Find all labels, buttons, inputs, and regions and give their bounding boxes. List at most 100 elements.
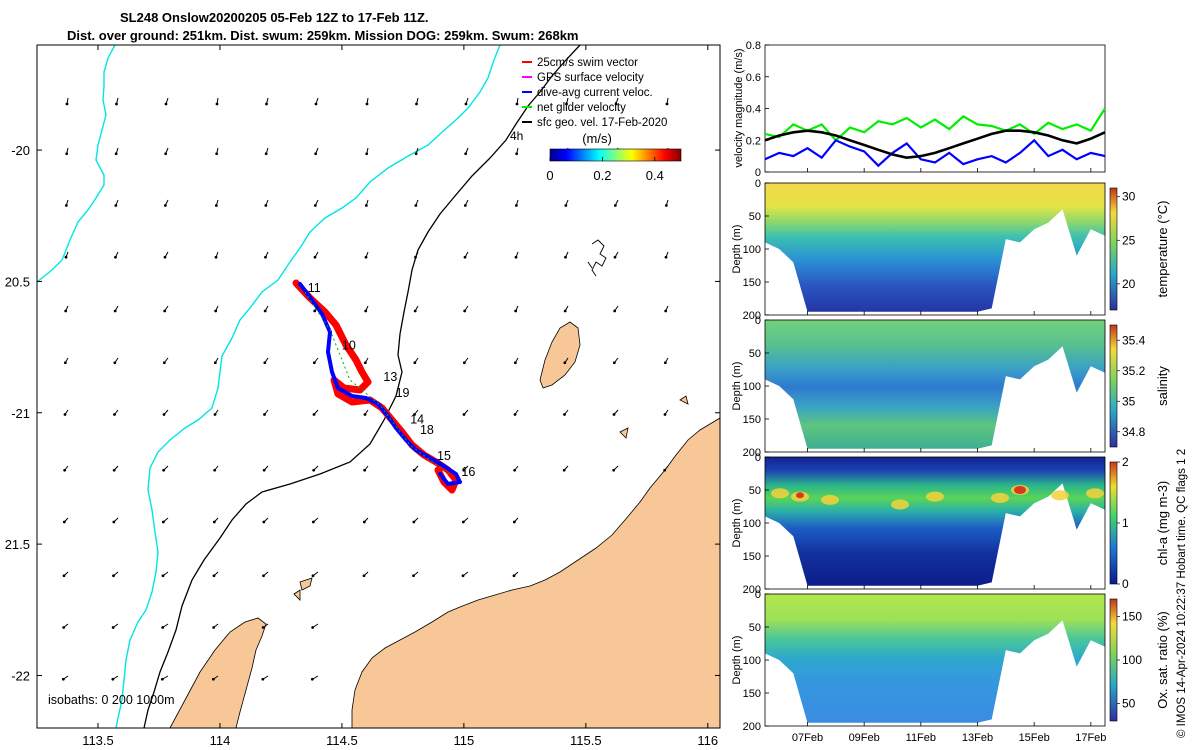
velocity-arrow-head	[261, 677, 265, 681]
velocity-arrow-head	[313, 309, 317, 313]
velocity-arrow-head	[162, 468, 166, 472]
velocity-arrow-head	[113, 413, 116, 416]
velocity-arrow-head	[563, 413, 566, 416]
section-y-tick-label: 100	[743, 244, 761, 256]
section-colorbar-tick-label: 35.2	[1122, 364, 1146, 378]
speed-colorbar	[549, 148, 682, 162]
velocity-ylabel: velocity magnitude (m/s)	[733, 48, 745, 167]
velocity-y-tick-label: 0.6	[746, 72, 761, 84]
velocity-y-ticks: 0 0.2 0.4 0.6 0.8	[746, 40, 1092, 179]
side-caption: © IMOS 14-Apr-2024 10:22:37 Hobart time.…	[1176, 449, 1188, 738]
land-barrow-island	[539, 321, 581, 389]
velocity-arrow-head	[413, 309, 417, 313]
velocity-arrow-head	[163, 255, 167, 259]
section-colorbar	[1109, 598, 1118, 722]
velocity-arrow-head	[665, 102, 669, 106]
velocity-arrow-head	[62, 520, 66, 524]
section-colorbar-tick-label: 25	[1122, 233, 1136, 247]
velocity-arrow-head	[413, 413, 416, 416]
map-x-tick-label: 114	[210, 733, 231, 748]
velocity-arrow-head	[164, 102, 168, 106]
map-x-tick-label: 115	[454, 733, 475, 748]
velocity-arrow-head	[613, 255, 617, 259]
velocity-arrow-head	[212, 520, 216, 524]
velocity-arrow-head	[461, 574, 465, 578]
velocity-arrow-head	[463, 255, 467, 259]
velocity-arrow-head	[114, 255, 117, 259]
section-colorbar-tick-label: 100	[1122, 653, 1142, 667]
speed-colorbar-tick-label: 0	[546, 168, 553, 183]
velocity-arrow-head	[265, 102, 268, 106]
velocity-arrow-head	[664, 309, 668, 313]
map-x-tick-label: 115.5	[570, 733, 602, 748]
velocity-arrow-head	[164, 152, 168, 156]
velocity-arrow-head	[261, 626, 265, 629]
velocity-series-line	[764, 138, 1106, 168]
section-ylabel: Depth (m)	[731, 636, 743, 685]
velocity-arrow-head	[512, 574, 516, 578]
velocity-arrow-head	[513, 468, 517, 472]
section-colorbar-tick-label: 30	[1122, 190, 1136, 204]
section-colorbar-tick-label: 0	[1122, 577, 1129, 591]
velocity-arrow-head	[412, 574, 415, 578]
glider-track-dac	[298, 282, 462, 486]
section-field	[765, 594, 1105, 723]
isobaths-label: isobaths: 0 200 1000m	[48, 693, 174, 707]
velocity-panel: 0 0.2 0.4 0.6 0.8 velocity magnitude (m/s)	[733, 40, 1106, 179]
velocity-arrow-head	[612, 413, 616, 416]
map-y-tick-label: -20	[11, 143, 30, 158]
velocity-series	[764, 107, 1106, 168]
velocity-arrow-head	[412, 520, 416, 524]
land-mainland	[351, 417, 721, 729]
velocity-arrow-head	[65, 152, 69, 156]
velocity-arrow-head	[314, 152, 318, 156]
velocity-arrow-head	[415, 102, 418, 106]
velocity-arrow-head	[363, 468, 367, 472]
velocity-arrow-head	[364, 309, 368, 313]
velocity-arrow-head	[564, 255, 567, 259]
velocity-arrow-head	[262, 468, 266, 472]
legend-swim: 25cm/s swim vector	[537, 57, 638, 69]
track-day-label: 13	[383, 370, 397, 384]
velocity-arrow-head	[311, 574, 315, 578]
track-day-label: 14	[410, 412, 424, 426]
map-y-tick-label: -22	[11, 668, 30, 683]
velocity-arrow-head	[664, 204, 668, 207]
velocity-arrow-head	[112, 468, 116, 472]
velocity-arrow-head	[313, 255, 317, 259]
section-panel: 0 50 100 150 200 Depth (m) 20 25 30 temperature (…	[731, 178, 1170, 322]
velocity-arrow-head	[112, 520, 116, 524]
velocity-arrow-head	[612, 468, 616, 472]
velocity-arrow-head	[664, 255, 668, 259]
speed-colorbar-tick-label: 0.4	[646, 168, 664, 183]
velocity-arrow-head	[211, 677, 215, 681]
track-day-label: 11	[308, 281, 321, 295]
map-x-tick-label: 113.5	[82, 733, 114, 748]
section-y-tick-label: 50	[749, 211, 761, 223]
velocity-arrow-head	[160, 677, 164, 681]
map-frame	[36, 44, 721, 729]
velocity-arrow-head	[311, 520, 315, 524]
section-colorbar	[1109, 461, 1118, 585]
velocity-arrow-head	[65, 102, 69, 106]
velocity-arrow-head	[514, 255, 518, 259]
velocity-arrow-head	[464, 102, 468, 106]
velocity-arrow-head	[215, 152, 219, 156]
map-y-tick-label: -21	[11, 406, 30, 421]
section-y-tick-label: 200	[743, 447, 761, 459]
section-colorbar	[1109, 324, 1118, 448]
velocity-arrow-head	[63, 413, 67, 416]
map-x-tick-label: 114.5	[326, 733, 358, 748]
velocity-arrow-head	[462, 468, 466, 472]
velocity-arrow-head	[463, 204, 467, 207]
velocity-arrow-head	[462, 361, 466, 365]
velocity-arrow-head	[62, 626, 66, 629]
velocity-arrow-head	[111, 677, 115, 681]
velocity-arrow-head	[613, 204, 617, 207]
velocity-arrow-head	[613, 309, 617, 313]
velocity-series-line	[764, 107, 1106, 142]
track-day-label: 10	[342, 339, 356, 353]
velocity-arrow-head	[414, 255, 417, 259]
track-day-label: 18	[420, 423, 434, 437]
